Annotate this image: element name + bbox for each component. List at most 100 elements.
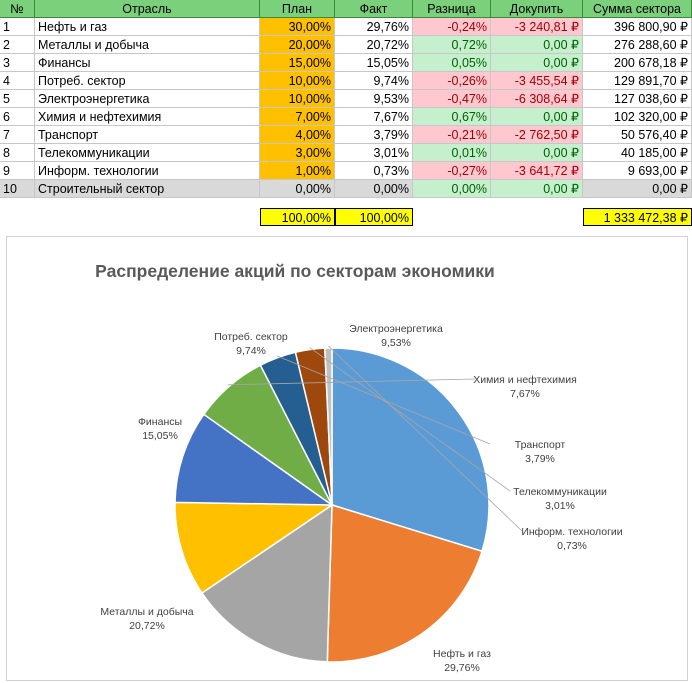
- pie-slice-2[interactable]: [326, 503, 483, 663]
- sum-cell[interactable]: 127 038,60 ₽: [583, 90, 692, 108]
- row-number-cell[interactable]: 6: [0, 108, 35, 126]
- plan-cell[interactable]: 10,00%: [260, 72, 335, 90]
- header-cell-sum[interactable]: Сумма сектора: [583, 0, 692, 18]
- row-number-cell[interactable]: 8: [0, 144, 35, 162]
- pie-slice-1[interactable]: [331, 347, 490, 553]
- plan-cell[interactable]: 15,00%: [260, 54, 335, 72]
- row-number-cell[interactable]: 4: [0, 72, 35, 90]
- slice-value-label: 29,76%: [444, 662, 480, 674]
- total-sum-cell[interactable]: 1 333 472,38 ₽: [583, 208, 692, 226]
- row-number-cell[interactable]: 3: [0, 54, 35, 72]
- header-cell-buy[interactable]: Докупить: [491, 0, 583, 18]
- plan-cell[interactable]: 7,00%: [260, 108, 335, 126]
- fact-cell[interactable]: 20,72%: [335, 36, 413, 54]
- table-row: 4 Потреб. сектор 10,00% 9,74% -0,26% -3 455,5…: [0, 72, 692, 90]
- plan-cell[interactable]: 30,00%: [260, 18, 335, 36]
- total-plan-cell[interactable]: 100,00%: [260, 208, 335, 226]
- plan-cell[interactable]: 20,00%: [260, 36, 335, 54]
- slice-label: Транспорт: [515, 439, 566, 451]
- slice-label: Электроэнергетика: [349, 323, 443, 335]
- fact-cell[interactable]: 3,79%: [335, 126, 413, 144]
- diff-cell[interactable]: -0,27%: [413, 162, 491, 180]
- plan-cell[interactable]: 0,00%: [260, 180, 335, 198]
- fact-cell[interactable]: 7,67%: [335, 108, 413, 126]
- diff-cell[interactable]: -0,26%: [413, 72, 491, 90]
- diff-cell[interactable]: -0,47%: [413, 90, 491, 108]
- header-cell-sector[interactable]: Отрасль: [35, 0, 260, 18]
- diff-cell[interactable]: 0,01%: [413, 144, 491, 162]
- slice-value-label: 9,53%: [381, 337, 411, 349]
- sum-cell[interactable]: 276 288,60 ₽: [583, 36, 692, 54]
- buy-cell[interactable]: -2 762,50 ₽: [491, 126, 583, 144]
- diff-cell[interactable]: 0,05%: [413, 54, 491, 72]
- sum-cell[interactable]: 102 320,00 ₽: [583, 108, 692, 126]
- row-number-cell[interactable]: 10: [0, 180, 35, 198]
- row-number-cell[interactable]: 2: [0, 36, 35, 54]
- buy-cell[interactable]: -3 641,72 ₽: [491, 162, 583, 180]
- pie-slice-4[interactable]: [174, 501, 335, 595]
- sector-cell[interactable]: Химия и нефтехимия: [35, 108, 260, 126]
- diff-cell[interactable]: 0,00%: [413, 180, 491, 198]
- buy-cell[interactable]: 0,00 ₽: [491, 144, 583, 162]
- plan-cell[interactable]: 3,00%: [260, 144, 335, 162]
- buy-cell[interactable]: 0,00 ₽: [491, 54, 583, 72]
- buy-cell[interactable]: 0,00 ₽: [491, 36, 583, 54]
- fact-cell[interactable]: 0,00%: [335, 180, 413, 198]
- sum-cell[interactable]: 396 800,90 ₽: [583, 18, 692, 36]
- sum-cell[interactable]: 40 185,00 ₽: [583, 144, 692, 162]
- diff-cell[interactable]: -0,24%: [413, 18, 491, 36]
- plan-cell[interactable]: 1,00%: [260, 162, 335, 180]
- sum-cell[interactable]: 9 693,00 ₽: [583, 162, 692, 180]
- sum-cell[interactable]: 129 891,70 ₽: [583, 72, 692, 90]
- sum-cell[interactable]: 50 576,40 ₽: [583, 126, 692, 144]
- sector-cell[interactable]: Нефть и газ: [35, 18, 260, 36]
- sector-cell[interactable]: Металлы и добыча: [35, 36, 260, 54]
- header-cell-fact[interactable]: Факт: [335, 0, 413, 18]
- row-number-cell[interactable]: 7: [0, 126, 35, 144]
- slice-label: Металлы и добыча: [100, 606, 193, 618]
- sum-cell[interactable]: 0,00 ₽: [583, 180, 692, 198]
- buy-cell[interactable]: -3 455,54 ₽: [491, 72, 583, 90]
- diff-cell[interactable]: -0,21%: [413, 126, 491, 144]
- fact-cell[interactable]: 0,73%: [335, 162, 413, 180]
- sector-cell[interactable]: Потреб. сектор: [35, 72, 260, 90]
- pie-slice-3[interactable]: [200, 503, 333, 663]
- pie-slice-5[interactable]: [174, 413, 335, 506]
- row-number-cell[interactable]: 1: [0, 18, 35, 36]
- slice-label: Нефть и газ: [433, 648, 491, 660]
- buy-cell[interactable]: 0,00 ₽: [491, 180, 583, 198]
- sector-cell[interactable]: Транспорт: [35, 126, 260, 144]
- sector-cell[interactable]: Строительный сектор: [35, 180, 260, 198]
- totals-row: 100,00% 100,00% 1 333 472,38 ₽: [0, 208, 692, 226]
- row-number-cell[interactable]: 5: [0, 90, 35, 108]
- table-row: 2 Металлы и добыча 20,00% 20,72% 0,72% 0,00 ₽…: [0, 36, 692, 54]
- fact-cell[interactable]: 3,01%: [335, 144, 413, 162]
- buy-cell[interactable]: -3 240,81 ₽: [491, 18, 583, 36]
- table-row: 1 Нефть и газ 30,00% 29,76% -0,24% -3 240,81 …: [0, 18, 692, 36]
- slice-value-label: 0,73%: [557, 540, 587, 552]
- fact-cell[interactable]: 15,05%: [335, 54, 413, 72]
- leader-line: [227, 378, 476, 386]
- header-cell-plan[interactable]: План: [260, 0, 335, 18]
- sector-cell[interactable]: Финансы: [35, 54, 260, 72]
- slice-label: Телекоммуникации: [513, 486, 607, 498]
- plan-cell[interactable]: 10,00%: [260, 90, 335, 108]
- sector-cell[interactable]: Информ. технологии: [35, 162, 260, 180]
- pie-slice-9[interactable]: [324, 347, 333, 506]
- buy-cell[interactable]: -6 308,64 ₽: [491, 90, 583, 108]
- buy-cell[interactable]: 0,00 ₽: [491, 108, 583, 126]
- diff-cell[interactable]: 0,72%: [413, 36, 491, 54]
- sum-cell[interactable]: 200 678,18 ₽: [583, 54, 692, 72]
- plan-cell[interactable]: 4,00%: [260, 126, 335, 144]
- pie-chart[interactable]: Распределение акций по секторам экономик…: [6, 236, 688, 681]
- fact-cell[interactable]: 9,74%: [335, 72, 413, 90]
- sector-cell[interactable]: Телекоммуникации: [35, 144, 260, 162]
- row-number-cell[interactable]: 9: [0, 162, 35, 180]
- diff-cell[interactable]: 0,67%: [413, 108, 491, 126]
- header-cell-diff[interactable]: Разница: [413, 0, 491, 18]
- fact-cell[interactable]: 9,53%: [335, 90, 413, 108]
- sector-cell[interactable]: Электроэнергетика: [35, 90, 260, 108]
- fact-cell[interactable]: 29,76%: [335, 18, 413, 36]
- header-cell-number[interactable]: №: [0, 0, 35, 18]
- total-fact-cell[interactable]: 100,00%: [335, 208, 413, 226]
